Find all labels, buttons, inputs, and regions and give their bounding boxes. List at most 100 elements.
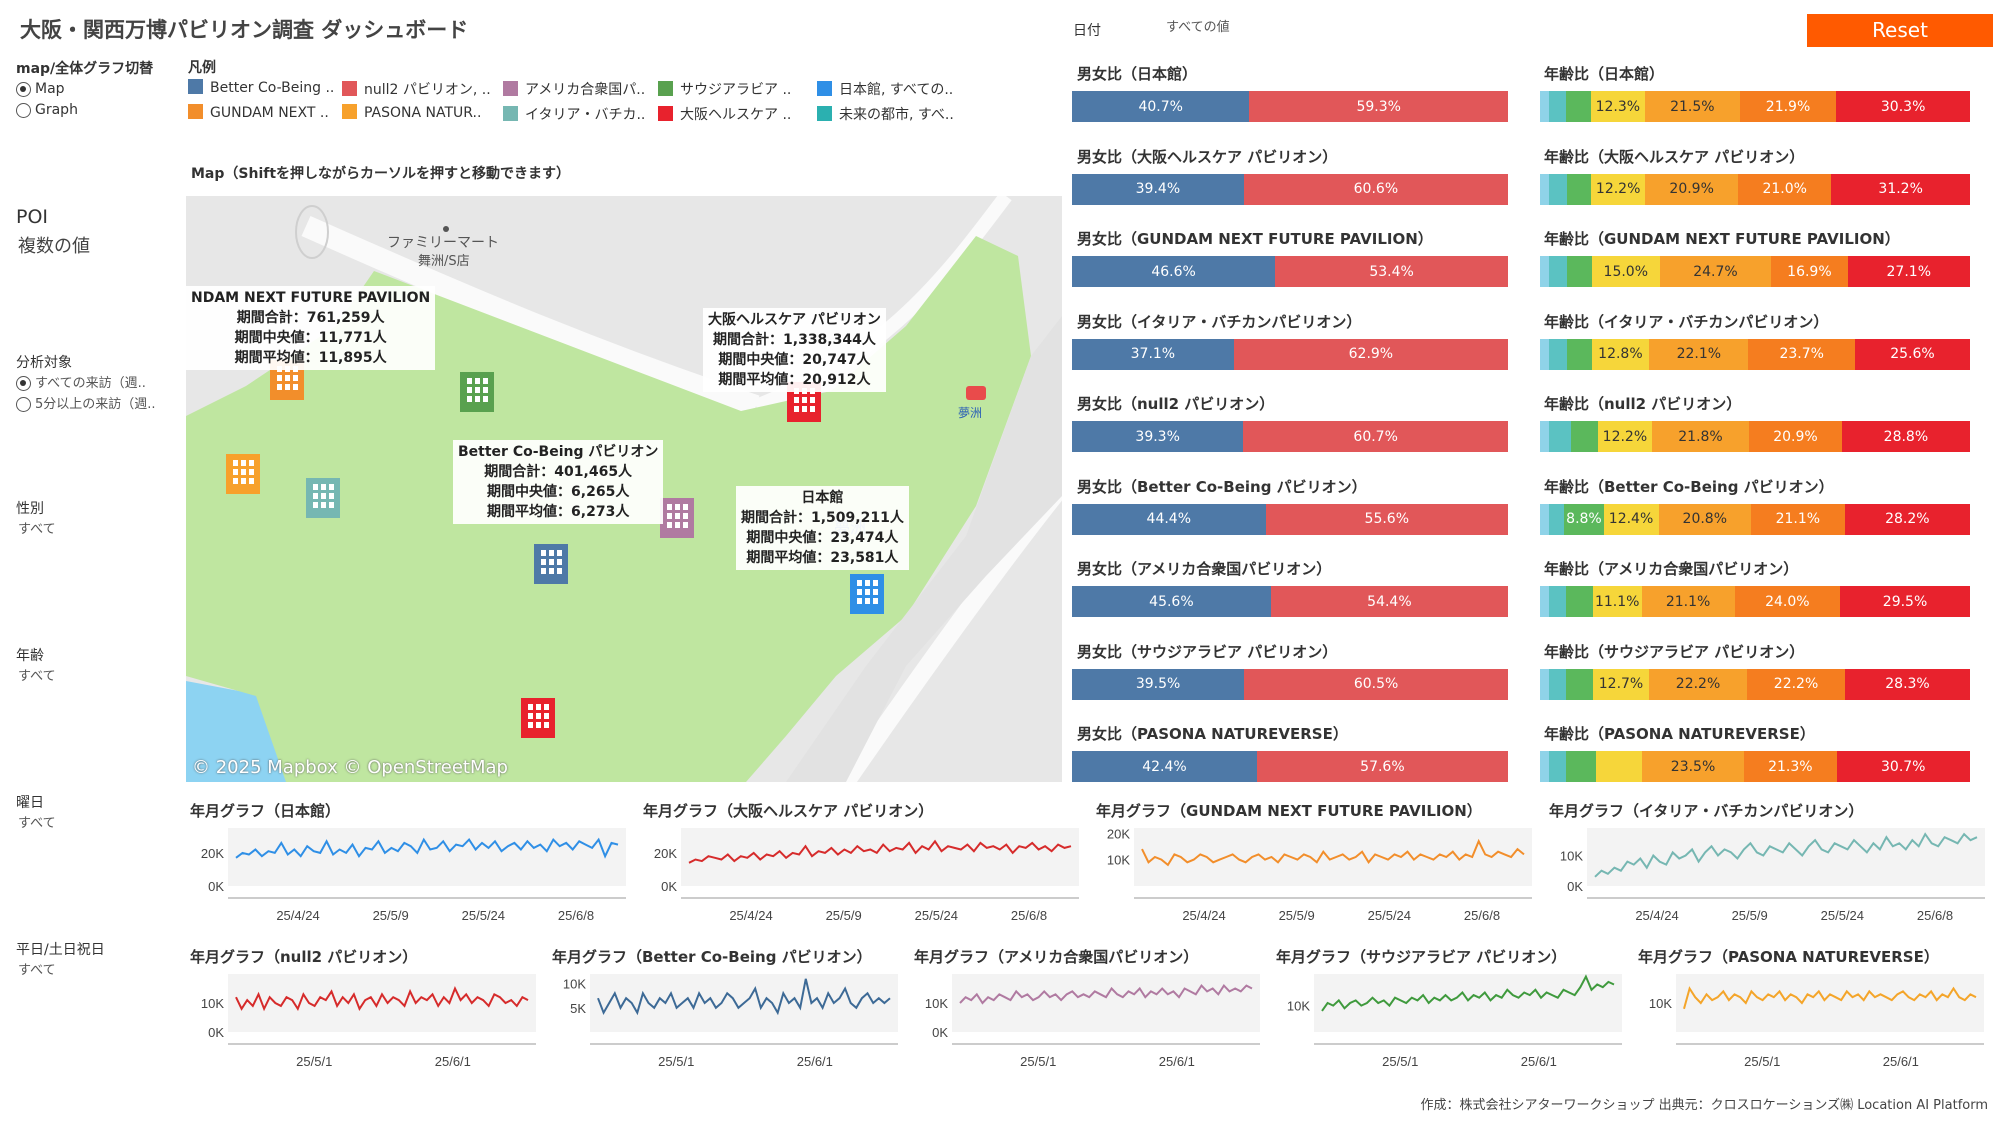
- line-chart[interactable]: 10K 0K 25/4/24 25/5/9 25/5/24 25/6/8: [1549, 824, 1989, 924]
- age-segment[interactable]: 12.4%: [1603, 503, 1659, 535]
- map-copyright[interactable]: © 2025 Mapbox © OpenStreetMap: [192, 757, 508, 778]
- age-segment[interactable]: 22.2%: [1747, 668, 1846, 700]
- age-segment[interactable]: 28.2%: [1844, 503, 1970, 535]
- age-segment[interactable]: 20.9%: [1645, 173, 1739, 205]
- age-segment[interactable]: 31.2%: [1831, 173, 1970, 205]
- gender-filter-value[interactable]: すべて: [18, 522, 56, 537]
- age-segment[interactable]: [1540, 586, 1549, 617]
- gender-ratio-bar[interactable]: 45.6% 54.4%: [1072, 586, 1508, 617]
- age-segment[interactable]: 23.7%: [1748, 338, 1855, 370]
- age-segment[interactable]: [1540, 91, 1549, 122]
- line-chart[interactable]: 10K 0K 25/5/1 25/6/1: [914, 970, 1264, 1070]
- male-segment[interactable]: 45.6%: [1072, 586, 1271, 617]
- age-segment[interactable]: [1540, 173, 1549, 205]
- legend-item[interactable]: 日本館, すべての..: [817, 79, 953, 99]
- gender-ratio-bar[interactable]: 37.1% 62.9%: [1072, 338, 1508, 370]
- line-chart-svg[interactable]: 10K 0K 25/4/24 25/5/9 25/5/24 25/6/8: [1549, 824, 1989, 924]
- line-chart-svg[interactable]: 20K 0K 25/4/24 25/5/9 25/5/24 25/6/8: [643, 824, 1083, 924]
- legend-item[interactable]: サウジアラビア ..: [658, 79, 791, 99]
- line-chart[interactable]: 20K 10K 25/4/24 25/5/9 25/5/24 25/6/8: [1096, 824, 1536, 924]
- age-segment[interactable]: 29.5%: [1840, 586, 1970, 617]
- age-segment[interactable]: 21.0%: [1738, 173, 1832, 205]
- age-ratio-bar[interactable]: 15.0% 24.7% 16.9% 27.1%: [1540, 256, 1970, 287]
- gender-ratio-bar[interactable]: 46.6% 53.4%: [1072, 256, 1508, 287]
- age-segment[interactable]: 21.5%: [1644, 91, 1740, 122]
- legend-item[interactable]: 大阪ヘルスケア ..: [658, 104, 791, 124]
- line-chart[interactable]: 10K 5K 25/5/1 25/6/1: [552, 970, 902, 1070]
- radio-icon[interactable]: [16, 397, 31, 412]
- series-line[interactable]: [597, 978, 891, 1016]
- line-chart-svg[interactable]: 10K 5K 25/5/1 25/6/1: [552, 970, 902, 1070]
- age-segment[interactable]: [1540, 338, 1549, 370]
- age-segment[interactable]: 12.8%: [1591, 338, 1650, 370]
- age-segment[interactable]: 15.0%: [1591, 256, 1660, 287]
- legend-item[interactable]: アメリカ合衆国パ..: [503, 79, 645, 99]
- male-segment[interactable]: 46.6%: [1072, 256, 1276, 287]
- age-segment[interactable]: [1548, 173, 1567, 205]
- analysis-option-all[interactable]: すべての来訪（週..: [16, 372, 146, 391]
- analysis-option-5min[interactable]: 5分以上の来訪（週..: [16, 393, 156, 412]
- age-segment[interactable]: 21.1%: [1750, 503, 1845, 535]
- age-segment[interactable]: [1549, 256, 1568, 287]
- male-segment[interactable]: 39.5%: [1072, 668, 1245, 700]
- age-segment[interactable]: [1567, 256, 1592, 287]
- age-segment[interactable]: 24.7%: [1659, 256, 1772, 287]
- series-line[interactable]: [235, 985, 529, 1012]
- age-segment[interactable]: [1540, 668, 1549, 700]
- age-segment[interactable]: 12.7%: [1592, 668, 1650, 700]
- male-segment[interactable]: 37.1%: [1072, 338, 1234, 370]
- male-segment[interactable]: 39.3%: [1072, 421, 1244, 452]
- age-segment[interactable]: [1548, 503, 1565, 535]
- legend-item[interactable]: GUNDAM NEXT ..: [188, 104, 329, 121]
- age-segment[interactable]: [1548, 586, 1567, 617]
- legend-item[interactable]: 未来の都市, すべ..: [817, 104, 954, 124]
- age-segment[interactable]: [1566, 586, 1593, 617]
- age-segment[interactable]: 28.3%: [1845, 668, 1970, 700]
- date-filter-value[interactable]: すべての値: [1166, 20, 1230, 35]
- line-chart-svg[interactable]: 10K 0K 25/5/1 25/6/1: [914, 970, 1264, 1070]
- age-segment[interactable]: [1548, 668, 1567, 700]
- series-line[interactable]: [1321, 974, 1615, 1012]
- line-chart-svg[interactable]: 20K 10K 25/4/24 25/5/9 25/5/24 25/6/8: [1096, 824, 1536, 924]
- legend-item[interactable]: イタリア・バチカ..: [503, 104, 645, 124]
- series-line[interactable]: [959, 983, 1253, 1005]
- line-chart-svg[interactable]: 10K 25/5/1 25/6/1: [1638, 970, 1988, 1070]
- gender-ratio-bar[interactable]: 42.4% 57.6%: [1072, 751, 1508, 782]
- line-chart[interactable]: 20K 0K 25/4/24 25/5/9 25/5/24 25/6/8: [643, 824, 1083, 924]
- age-filter-value[interactable]: すべて: [18, 669, 56, 684]
- age-segment[interactable]: 30.7%: [1836, 751, 1970, 782]
- female-segment[interactable]: 62.9%: [1233, 338, 1508, 370]
- series-line[interactable]: [1594, 832, 1978, 878]
- age-segment[interactable]: 20.9%: [1748, 421, 1842, 452]
- age-segment[interactable]: 12.2%: [1591, 173, 1646, 205]
- age-segment[interactable]: [1540, 503, 1549, 535]
- line-chart-svg[interactable]: 10K 25/5/1 25/6/1: [1276, 970, 1626, 1070]
- age-ratio-bar[interactable]: 12.2% 20.9% 21.0% 31.2%: [1540, 173, 1970, 205]
- age-segment[interactable]: 22.2%: [1649, 668, 1748, 700]
- weekday-filter-value[interactable]: すべて: [18, 816, 56, 831]
- gender-ratio-bar[interactable]: 39.3% 60.7%: [1072, 421, 1508, 452]
- line-chart-svg[interactable]: 20K 0K 25/4/24 25/5/9 25/5/24 25/6/8: [190, 824, 630, 924]
- age-segment[interactable]: 23.5%: [1642, 751, 1745, 782]
- male-segment[interactable]: 44.4%: [1072, 503, 1266, 535]
- age-segment[interactable]: [1548, 91, 1567, 122]
- gender-ratio-bar[interactable]: 39.5% 60.5%: [1072, 668, 1508, 700]
- age-segment[interactable]: 11.1%: [1592, 586, 1642, 617]
- age-segment[interactable]: 28.8%: [1841, 421, 1970, 452]
- age-ratio-bar[interactable]: 12.8% 22.1% 23.7% 25.6%: [1540, 338, 1970, 370]
- age-segment[interactable]: 27.1%: [1847, 256, 1970, 287]
- female-segment[interactable]: 60.5%: [1244, 668, 1508, 700]
- poi-value[interactable]: 複数の値: [18, 236, 90, 257]
- age-segment[interactable]: 21.8%: [1652, 421, 1749, 452]
- age-segment[interactable]: [1548, 751, 1567, 782]
- series-line[interactable]: [1141, 838, 1525, 867]
- age-ratio-bar[interactable]: 11.1% 21.1% 24.0% 29.5%: [1540, 586, 1970, 617]
- age-segment[interactable]: [1548, 421, 1572, 452]
- male-segment[interactable]: 39.4%: [1072, 173, 1244, 205]
- radio-selected-icon[interactable]: [16, 376, 31, 391]
- series-line[interactable]: [1683, 986, 1977, 1010]
- series-line[interactable]: [688, 839, 1072, 864]
- age-segment[interactable]: [1571, 421, 1598, 452]
- age-segment[interactable]: 12.3%: [1590, 91, 1645, 122]
- age-segment[interactable]: [1540, 256, 1550, 287]
